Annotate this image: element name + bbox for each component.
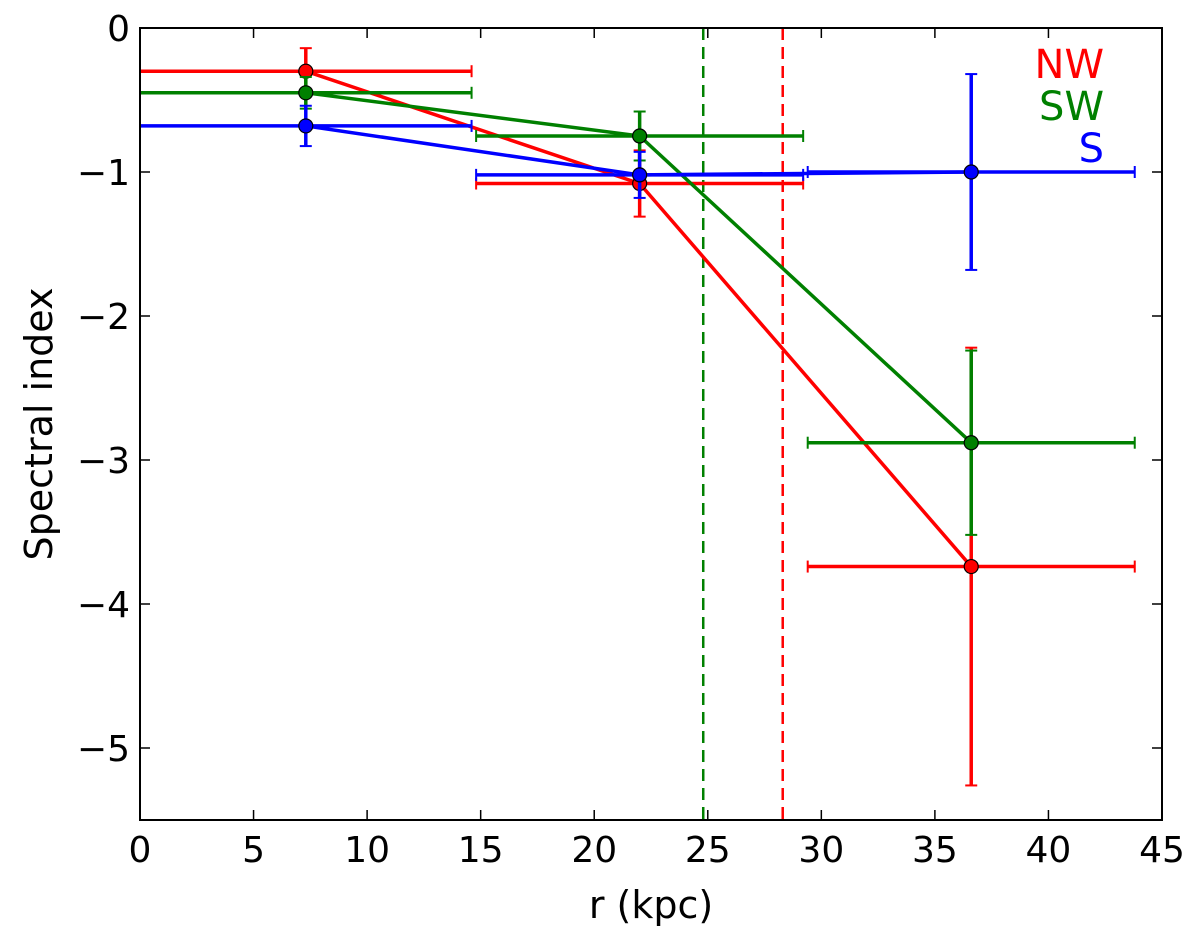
x-tick-label: 45 xyxy=(1139,830,1185,871)
data-series xyxy=(139,47,1136,787)
y-tick-label: −1 xyxy=(77,153,130,194)
vertical-reference-lines xyxy=(701,28,784,820)
x-tick-label: 30 xyxy=(798,830,844,871)
x-tick-label: 5 xyxy=(242,830,265,871)
x-tick-label: 15 xyxy=(458,830,504,871)
y-tick-label: 0 xyxy=(107,9,130,50)
x-tick-label: 20 xyxy=(571,830,617,871)
x-tick-label: 35 xyxy=(912,830,958,871)
data-point xyxy=(963,164,979,180)
plot-frame xyxy=(139,27,1163,821)
x-axis-label: r (kpc) xyxy=(589,883,713,927)
y-tick-label: −4 xyxy=(77,585,130,626)
legend-nw: NW xyxy=(1035,42,1104,88)
data-point xyxy=(963,435,979,451)
y-tick-label: −5 xyxy=(77,729,130,770)
x-tick-label: 40 xyxy=(1026,830,1072,871)
x-tick-label: 0 xyxy=(129,830,152,871)
y-tick-label: −3 xyxy=(77,441,130,482)
data-point xyxy=(298,118,314,134)
x-tick-label: 10 xyxy=(344,830,390,871)
y-axis-label: Spectral index xyxy=(17,288,61,561)
y-tick-label: −2 xyxy=(77,297,130,338)
series-s xyxy=(139,73,1136,271)
data-point xyxy=(963,558,979,575)
axis-ticks: 0 5 10 15 20 25 30 35 40 45 0 −1 −2 −3 −4 −5 xyxy=(77,9,1185,871)
data-point xyxy=(632,128,648,144)
data-point xyxy=(298,85,314,101)
series-nw xyxy=(139,47,1136,787)
legend-s: S xyxy=(1079,126,1104,172)
legend-sw: SW xyxy=(1039,84,1104,130)
x-tick-label: 25 xyxy=(685,830,731,871)
series-sw xyxy=(139,75,1136,536)
data-point xyxy=(632,167,648,183)
